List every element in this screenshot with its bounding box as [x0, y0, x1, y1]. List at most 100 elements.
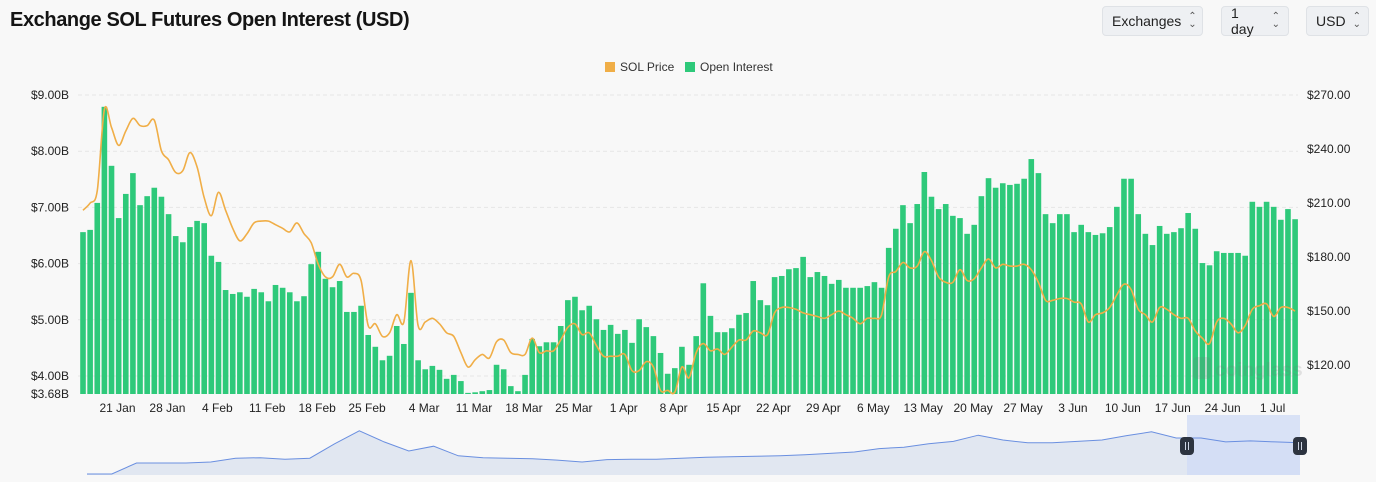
open-interest-bar[interactable]: [671, 368, 678, 394]
open-interest-bar[interactable]: [1199, 263, 1206, 394]
open-interest-bar[interactable]: [978, 196, 985, 394]
open-interest-bar[interactable]: [158, 196, 165, 394]
open-interest-bar[interactable]: [1292, 219, 1298, 394]
open-interest-bar[interactable]: [636, 319, 642, 394]
open-interest-bar[interactable]: [971, 224, 978, 394]
open-interest-bar[interactable]: [1256, 206, 1263, 394]
open-interest-bar[interactable]: [151, 187, 158, 394]
open-interest-bar[interactable]: [1028, 159, 1035, 394]
open-interest-bar[interactable]: [543, 342, 550, 394]
open-interest-bar[interactable]: [80, 232, 86, 394]
open-interest-bar[interactable]: [237, 292, 243, 394]
open-interest-bar[interactable]: [1235, 252, 1241, 394]
open-interest-bar[interactable]: [215, 261, 222, 394]
open-interest-bar[interactable]: [229, 293, 236, 394]
open-interest-bar[interactable]: [793, 268, 799, 394]
open-interest-bar[interactable]: [429, 365, 436, 394]
open-interest-bar[interactable]: [864, 286, 871, 394]
open-interest-bar[interactable]: [885, 247, 892, 394]
open-interest-bar[interactable]: [529, 338, 535, 394]
open-interest-bar[interactable]: [122, 193, 129, 394]
open-interest-bar[interactable]: [130, 173, 136, 394]
open-interest-bar[interactable]: [1178, 228, 1184, 394]
open-interest-bar[interactable]: [821, 275, 828, 394]
open-interest-bar[interactable]: [458, 381, 464, 394]
open-interest-bar[interactable]: [750, 281, 757, 394]
open-interest-bar[interactable]: [500, 369, 507, 394]
open-interest-bar[interactable]: [351, 311, 357, 394]
open-interest-bar[interactable]: [1085, 232, 1092, 394]
open-interest-bar[interactable]: [208, 255, 215, 394]
open-interest-bar[interactable]: [743, 313, 749, 394]
open-interest-bar[interactable]: [443, 378, 450, 394]
open-interest-bar[interactable]: [1007, 184, 1013, 394]
open-interest-bar[interactable]: [557, 325, 564, 394]
open-interest-bar[interactable]: [857, 287, 863, 394]
open-interest-bar[interactable]: [686, 364, 692, 394]
open-interest-bar[interactable]: [115, 218, 122, 394]
open-interest-bar[interactable]: [408, 292, 414, 394]
open-interest-bar[interactable]: [935, 209, 942, 394]
open-interest-bar[interactable]: [336, 281, 343, 394]
open-interest-bar[interactable]: [372, 346, 379, 394]
open-interest-bar[interactable]: [87, 229, 93, 394]
open-interest-bar[interactable]: [1014, 183, 1020, 394]
open-interest-bar[interactable]: [985, 178, 992, 394]
open-interest-bar[interactable]: [850, 287, 856, 394]
open-interest-bar[interactable]: [736, 314, 742, 394]
open-interest-bar[interactable]: [871, 282, 878, 394]
open-interest-bar[interactable]: [401, 343, 407, 394]
open-interest-bar[interactable]: [165, 214, 172, 394]
open-interest-bar[interactable]: [964, 233, 970, 394]
open-interest-bar[interactable]: [707, 315, 714, 394]
open-interest-bar[interactable]: [893, 228, 899, 394]
open-interest-bar[interactable]: [1021, 178, 1027, 394]
open-interest-bar[interactable]: [180, 242, 186, 394]
open-interest-bar[interactable]: [144, 196, 150, 394]
open-interest-bar[interactable]: [436, 369, 443, 394]
open-interest-bar[interactable]: [1049, 223, 1056, 394]
legend-label-price[interactable]: SOL Price: [620, 60, 675, 74]
open-interest-bar[interactable]: [778, 275, 785, 394]
open-interest-bar[interactable]: [550, 342, 557, 394]
open-interest-bar[interactable]: [251, 288, 257, 394]
open-interest-bar[interactable]: [1106, 227, 1113, 394]
open-interest-bar[interactable]: [1249, 201, 1256, 394]
open-interest-bar[interactable]: [329, 287, 336, 394]
open-interest-bar[interactable]: [928, 196, 935, 394]
open-interest-bar[interactable]: [522, 374, 528, 394]
open-interest-bar[interactable]: [800, 256, 806, 394]
open-interest-bar[interactable]: [1192, 228, 1199, 394]
open-interest-bar[interactable]: [942, 204, 949, 394]
open-interest-bar[interactable]: [1042, 214, 1049, 394]
open-interest-bar[interactable]: [1156, 225, 1163, 394]
open-interest-bar[interactable]: [493, 364, 500, 394]
open-interest-bar[interactable]: [721, 332, 728, 394]
open-interest-bar[interactable]: [358, 305, 364, 394]
open-interest-bar[interactable]: [771, 277, 778, 394]
open-interest-bar[interactable]: [137, 205, 143, 394]
open-interest-bar[interactable]: [1064, 214, 1070, 394]
open-interest-bar[interactable]: [600, 329, 607, 394]
open-interest-bar[interactable]: [265, 301, 272, 394]
open-interest-bar[interactable]: [486, 390, 493, 394]
open-interest-bar[interactable]: [814, 272, 821, 394]
open-interest-bar[interactable]: [244, 296, 250, 394]
interval-select[interactable]: 1 day ⌃ ⌄: [1221, 5, 1289, 37]
open-interest-bar[interactable]: [393, 325, 400, 394]
open-interest-bar[interactable]: [593, 319, 600, 394]
open-interest-bar[interactable]: [294, 301, 300, 394]
open-interest-bar[interactable]: [999, 183, 1006, 394]
navigator-handle[interactable]: [1180, 437, 1194, 455]
open-interest-bar[interactable]: [1121, 178, 1127, 394]
open-interest-bar[interactable]: [422, 369, 429, 394]
open-interest-bar[interactable]: [900, 205, 906, 394]
open-interest-bar[interactable]: [679, 346, 685, 394]
open-interest-bar[interactable]: [322, 278, 329, 394]
open-interest-bar[interactable]: [828, 283, 835, 394]
open-interest-bar[interactable]: [1057, 214, 1063, 394]
navigator-handle[interactable]: [1293, 437, 1307, 455]
open-interest-bar[interactable]: [515, 391, 521, 394]
legend-label-open-interest[interactable]: Open Interest: [700, 60, 773, 74]
open-interest-bar[interactable]: [379, 360, 386, 394]
